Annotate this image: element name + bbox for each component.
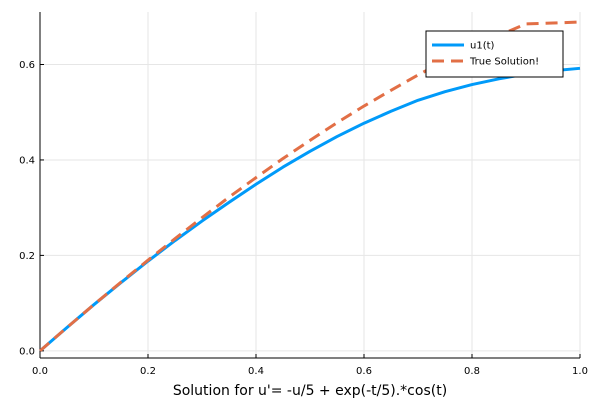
x-tick-label: 0.8 bbox=[464, 366, 480, 377]
y-tick-label: 0.4 bbox=[19, 155, 35, 166]
series-layer bbox=[39, 20, 581, 352]
series-line-true-solution bbox=[39, 20, 581, 352]
series-line-u1 bbox=[39, 66, 581, 352]
x-tick-label: 1.0 bbox=[572, 366, 588, 377]
y-tick-label: 0.2 bbox=[19, 251, 35, 262]
legend-box bbox=[425, 30, 564, 78]
tick-labels: 0.0 0.2 0.4 0.6 0.8 1.0 0.0 0.2 0.4 0.6 bbox=[19, 60, 588, 377]
legend: u1(t) True Solution! bbox=[425, 30, 564, 78]
x-tick-label: 0.4 bbox=[248, 366, 264, 377]
legend-label: u1(t) bbox=[470, 41, 495, 52]
x-tick-label: 0.0 bbox=[32, 366, 48, 377]
x-tick-label: 0.2 bbox=[140, 366, 156, 377]
y-tick-label: 0.0 bbox=[19, 346, 35, 357]
x-axis-label: Solution for u'= -u/5 + exp(-t/5).*cos(t… bbox=[173, 383, 447, 399]
legend-label: True Solution! bbox=[469, 57, 539, 68]
x-tick-label: 0.6 bbox=[356, 366, 372, 377]
axes bbox=[39, 12, 581, 359]
y-tick-label: 0.6 bbox=[19, 60, 35, 71]
